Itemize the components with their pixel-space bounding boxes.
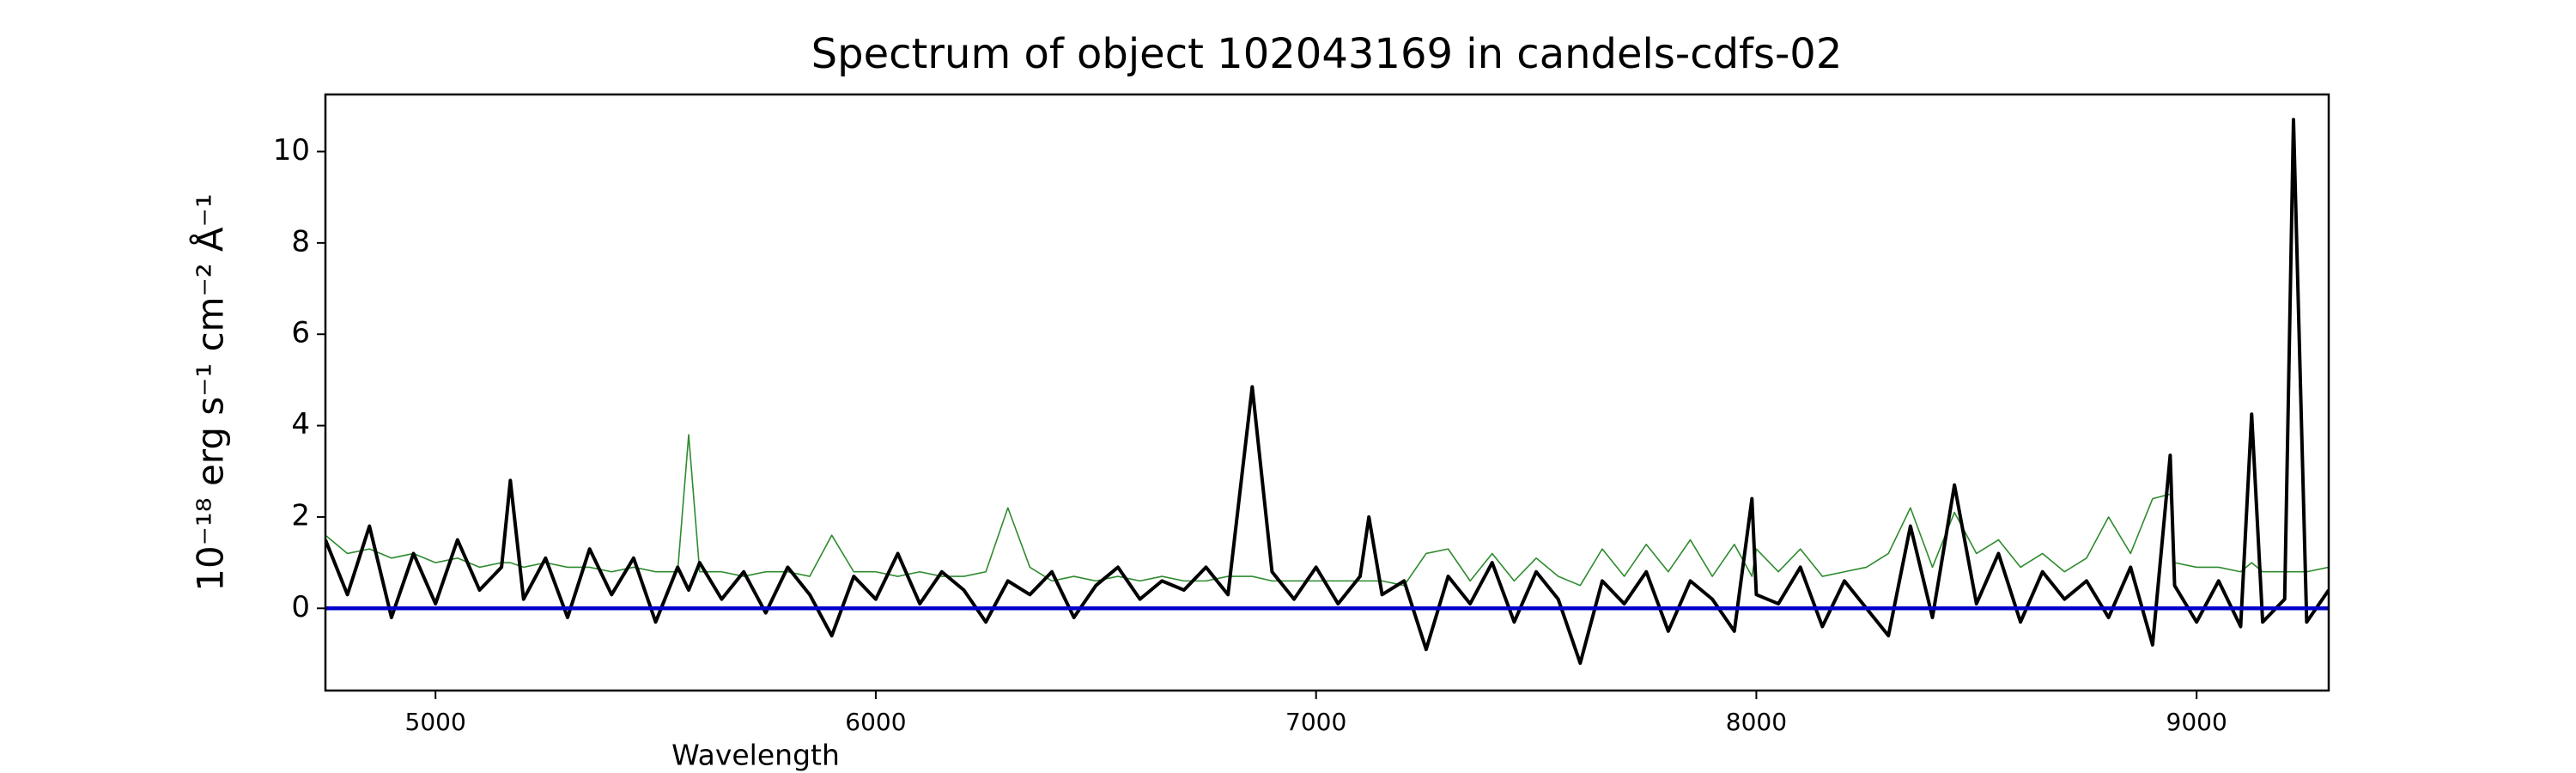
chart-title: Spectrum of object 102043169 in candels-…	[811, 30, 1843, 78]
spectrum-line	[325, 118, 2329, 666]
x-axis-label: Wavelength	[671, 739, 840, 772]
x-tick-label: 9000	[2166, 708, 2227, 736]
y-tick-label: 8	[291, 224, 310, 259]
y-tick-label: 4	[291, 407, 310, 441]
y-tick-label: 6	[291, 316, 310, 350]
y-tick-label: 10	[273, 133, 310, 167]
spectrum-line	[325, 434, 2329, 587]
plot-frame	[324, 93, 2330, 692]
x-tick-label: 5000	[405, 708, 466, 736]
y-axis-label: 10⁻¹⁸ erg s⁻¹ cm⁻² Å⁻¹	[189, 193, 232, 591]
plot-area	[325, 118, 2329, 666]
x-tick-label: 7000	[1285, 708, 1346, 736]
y-tick-label: 0	[291, 590, 310, 624]
x-tick-label: 8000	[1726, 708, 1787, 736]
y-tick-label: 2	[291, 498, 310, 533]
x-tick-label: 6000	[845, 708, 906, 736]
